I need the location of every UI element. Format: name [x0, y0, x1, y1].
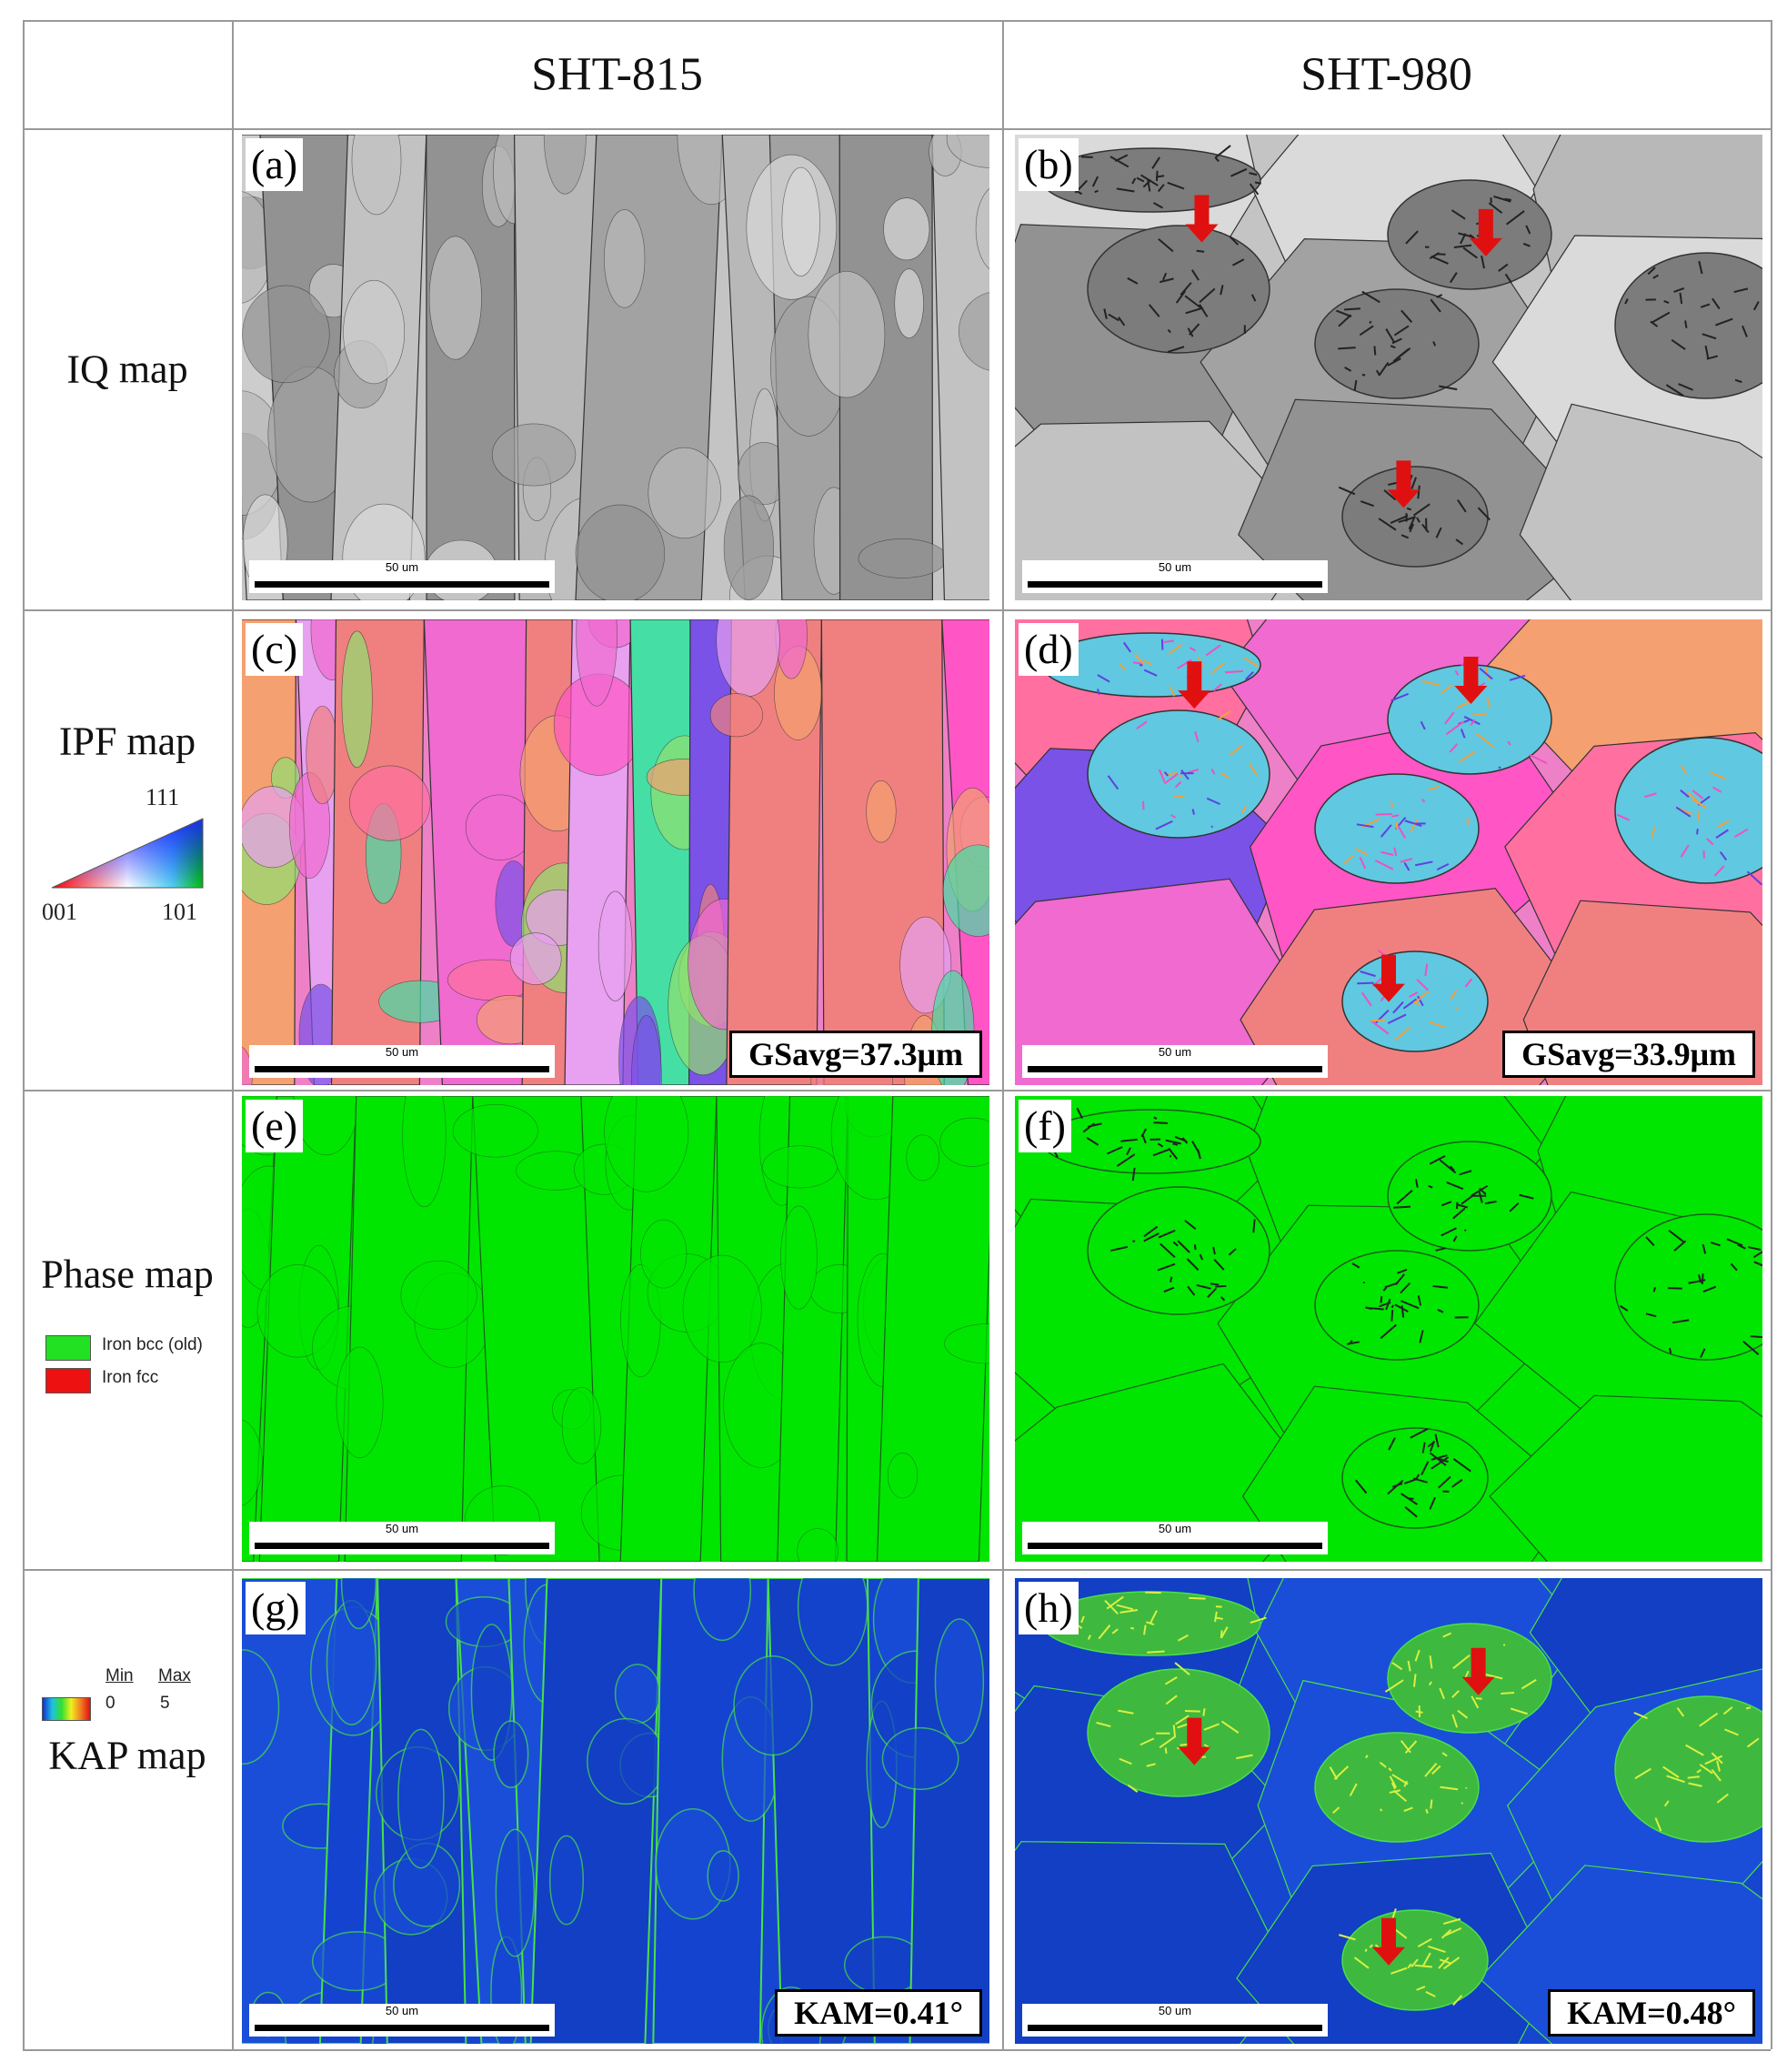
panel-label: (h) [1019, 1582, 1079, 1634]
colorbar [42, 1697, 91, 1721]
ipf-label: 111 [146, 784, 180, 810]
legend-label: Iron bcc (old) [102, 1335, 203, 1354]
scale-bar-label: 50 um [385, 1522, 419, 1535]
panel-label: (b) [1019, 138, 1079, 191]
column-header: SHT-980 [1300, 48, 1472, 101]
micrograph [242, 619, 989, 1085]
scale-bar: 50 um [1022, 1522, 1328, 1554]
map-panel: (e) 50 um [242, 1096, 989, 1562]
scale-bar-label: 50 um [1158, 1045, 1192, 1059]
scale-bar-label: 50 um [385, 2004, 419, 2017]
scale-bar-line [255, 1066, 549, 1072]
map-panel: (g) 50 um KAM=0.41° [242, 1578, 989, 2044]
scale-bar-line [1028, 2025, 1322, 2031]
micrograph [242, 1096, 989, 1562]
map-panel: (b) 50 um [1015, 135, 1762, 600]
table-rule [23, 128, 1771, 130]
scale-bar: 50 um [249, 560, 555, 593]
ipf-triangle [51, 818, 204, 889]
panel-label: (c) [246, 623, 304, 676]
map-panel: (a) 50 um [242, 135, 989, 600]
micrograph [1015, 619, 1762, 1085]
scale-bar-line [255, 1543, 549, 1549]
scale-bar-label: 50 um [385, 560, 419, 574]
micrograph [242, 135, 989, 600]
panel-label: (d) [1019, 623, 1079, 676]
table-rule [232, 20, 234, 2049]
colorbar-label: 5 [160, 1694, 170, 1713]
scale-bar-line [255, 2025, 549, 2031]
micrograph [1015, 135, 1762, 600]
legend-label: Iron fcc [102, 1368, 159, 1387]
annotation: GSavg=33.9μm [1502, 1031, 1755, 1078]
annotation: GSavg=37.3μm [729, 1031, 982, 1078]
row-label: IQ map [66, 347, 188, 391]
scale-bar: 50 um [1022, 1045, 1328, 1078]
scale-bar: 50 um [249, 1045, 555, 1078]
scale-bar-line [1028, 581, 1322, 588]
table-rule [1771, 20, 1772, 2049]
ipf-label: 101 [162, 899, 197, 925]
map-panel: (c) 50 um GSavg=37.3μm [242, 619, 989, 1085]
table-rule [23, 1090, 1771, 1091]
micrograph [242, 1578, 989, 2044]
column-header: SHT-815 [531, 48, 703, 101]
scale-bar-label: 50 um [1158, 1522, 1192, 1535]
table-rule [23, 2049, 1771, 2051]
table-rule [23, 609, 1771, 611]
legend-swatch [45, 1335, 91, 1361]
panel-label: (e) [246, 1100, 304, 1152]
scale-bar-line [255, 581, 549, 588]
scale-bar-line [1028, 1543, 1322, 1549]
map-panel: (f) 50 um [1015, 1096, 1762, 1562]
micrograph [1015, 1578, 1762, 2044]
map-panel: (d) 50 um GSavg=33.9μm [1015, 619, 1762, 1085]
panel-label: (f) [1019, 1100, 1071, 1152]
panel-label: (g) [246, 1582, 306, 1634]
annotation: KAM=0.48° [1548, 1989, 1755, 2037]
table-rule [23, 20, 1771, 22]
table-rule [23, 20, 25, 2049]
scale-bar-line [1028, 1066, 1322, 1072]
row-label: IPF map [58, 719, 196, 764]
scale-bar: 50 um [1022, 2004, 1328, 2037]
scale-bar: 50 um [249, 1522, 555, 1554]
row-label: Phase map [41, 1252, 214, 1297]
annotation: KAM=0.41° [775, 1989, 982, 2037]
map-panel: (h) 50 um KAM=0.48° [1015, 1578, 1762, 2044]
table-rule [1002, 20, 1004, 2049]
table-rule [23, 1569, 1771, 1571]
micrograph [1015, 1096, 1762, 1562]
scale-bar: 50 um [1022, 560, 1328, 593]
ipf-label: 001 [42, 899, 77, 925]
colorbar-label: Max [158, 1666, 191, 1685]
scale-bar: 50 um [249, 2004, 555, 2037]
panel-label: (a) [246, 138, 304, 191]
row-label: KAP map [48, 1733, 206, 1778]
scale-bar-label: 50 um [1158, 2004, 1192, 2017]
legend-swatch [45, 1368, 91, 1393]
colorbar-label: Min [105, 1666, 134, 1685]
scale-bar-label: 50 um [1158, 560, 1192, 574]
scale-bar-label: 50 um [385, 1045, 419, 1059]
colorbar-label: 0 [105, 1694, 115, 1713]
